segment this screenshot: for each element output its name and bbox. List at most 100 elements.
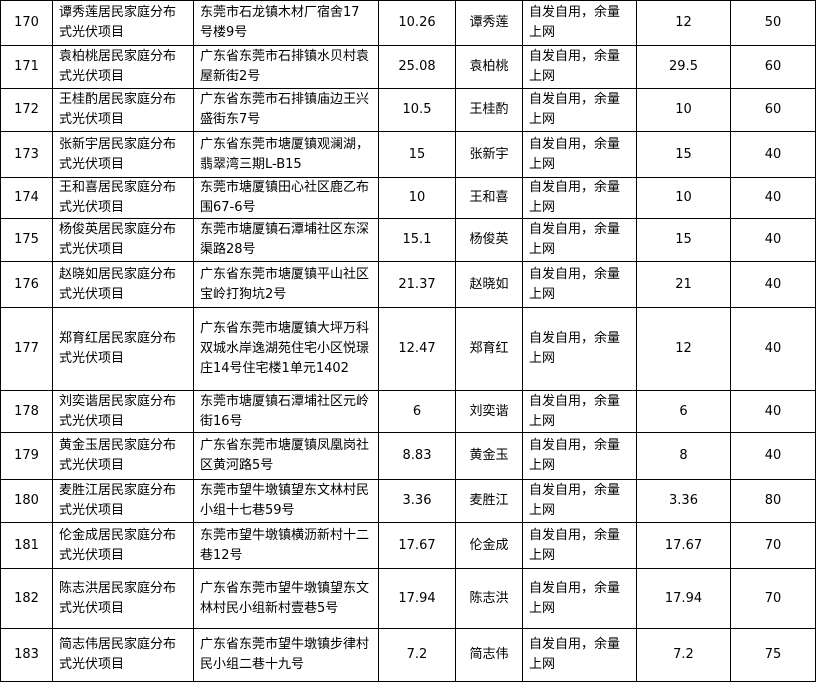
grid-mode: 自发自用，余量上网 [522,568,637,629]
owner: 黄金玉 [455,432,523,480]
table-row: 173 张新宇居民家庭分布式光伏项目 广东省东莞市塘厦镇观澜湖，翡翠湾三期L-B15… [0,131,816,178]
value-2: 40 [730,177,816,219]
table-row: 182 陈志洪居民家庭分布式光伏项目 广东省东莞市望牛墩镇望东文林村民小组新村壹巷5… [0,568,816,629]
table-row: 179 黄金玉居民家庭分布式光伏项目 广东省东莞市塘厦镇凤凰岗社区黄河路5号 8.83… [0,432,816,480]
row-number: 172 [0,88,53,132]
row-number: 182 [0,568,53,629]
value-2: 60 [730,88,816,132]
value: 12 [636,307,731,391]
project-name: 简志伟居民家庭分布式光伏项目 [52,628,194,682]
table-row: 177 郑育红居民家庭分布式光伏项目 广东省东莞市塘厦镇大坪万科双城水岸逸湖苑住宅小… [0,307,816,391]
grid-mode: 自发自用，余量上网 [522,432,637,480]
row-number: 174 [0,177,53,219]
grid-mode: 自发自用，余量上网 [522,218,637,262]
grid-mode: 自发自用，余量上网 [522,177,637,219]
owner: 伦金成 [455,522,523,569]
owner: 张新宇 [455,131,523,178]
table-row: 181 伦金成居民家庭分布式光伏项目 东莞市望牛墩镇横沥新村十二巷12号 17.67 伦… [0,522,816,569]
address: 东莞市塘厦镇石潭埔社区东深渠路28号 [193,218,379,262]
table-row: 171 袁柏桃居民家庭分布式光伏项目 广东省东莞市石排镇水贝村袁屋新街2号 25.08… [0,45,816,89]
owner: 袁柏桃 [455,45,523,89]
project-name: 赵晓如居民家庭分布式光伏项目 [52,261,194,308]
value: 15 [636,218,731,262]
owner: 郑育红 [455,307,523,391]
project-name: 郑育红居民家庭分布式光伏项目 [52,307,194,391]
table-row: 172 王桂酌居民家庭分布式光伏项目 广东省东莞市石排镇庙边王兴盛街东7号 10.5 王… [0,88,816,132]
grid-mode: 自发自用，余量上网 [522,307,637,391]
owner: 杨俊英 [455,218,523,262]
project-name: 王桂酌居民家庭分布式光伏项目 [52,88,194,132]
address: 广东省东莞市塘厦镇平山社区宝岭打狗坑2号 [193,261,379,308]
row-number: 180 [0,479,53,523]
value: 17.94 [636,568,731,629]
value-2: 40 [730,432,816,480]
grid-mode: 自发自用，余量上网 [522,88,637,132]
project-name: 杨俊英居民家庭分布式光伏项目 [52,218,194,262]
table-row: 178 刘奕谐居民家庭分布式光伏项目 东莞市塘厦镇石潭埔社区元岭街16号 6 刘奕谐 自发… [0,390,816,433]
capacity: 6 [378,390,456,433]
capacity: 7.2 [378,628,456,682]
address: 广东省东莞市望牛墩镇望东文林村民小组新村壹巷5号 [193,568,379,629]
table-row: 170 谭秀莲居民家庭分布式光伏项目 东莞市石龙镇木材厂宿舍17号楼9号 10.26 谭… [0,0,816,46]
value-2: 40 [730,218,816,262]
value: 10 [636,88,731,132]
row-number: 173 [0,131,53,178]
grid-mode: 自发自用，余量上网 [522,390,637,433]
row-number: 175 [0,218,53,262]
value: 6 [636,390,731,433]
project-name: 伦金成居民家庭分布式光伏项目 [52,522,194,569]
value: 7.2 [636,628,731,682]
project-name: 陈志洪居民家庭分布式光伏项目 [52,568,194,629]
row-number: 171 [0,45,53,89]
owner: 刘奕谐 [455,390,523,433]
project-name: 黄金玉居民家庭分布式光伏项目 [52,432,194,480]
value: 29.5 [636,45,731,89]
capacity: 10.5 [378,88,456,132]
address: 东莞市望牛墩镇望东文林村民小组十七巷59号 [193,479,379,523]
table-row: 174 王和喜居民家庭分布式光伏项目 东莞市塘厦镇田心社区鹿乙布围67-6号 10 王和… [0,177,816,219]
value: 10 [636,177,731,219]
project-name: 张新宇居民家庭分布式光伏项目 [52,131,194,178]
value: 3.36 [636,479,731,523]
grid-mode: 自发自用，余量上网 [522,522,637,569]
row-number: 181 [0,522,53,569]
owner: 王桂酌 [455,88,523,132]
value-2: 40 [730,390,816,433]
value-2: 50 [730,0,816,46]
capacity: 15 [378,131,456,178]
capacity: 15.1 [378,218,456,262]
grid-mode: 自发自用，余量上网 [522,261,637,308]
value-2: 80 [730,479,816,523]
capacity: 3.36 [378,479,456,523]
value-2: 60 [730,45,816,89]
value-2: 40 [730,307,816,391]
capacity: 21.37 [378,261,456,308]
project-name: 谭秀莲居民家庭分布式光伏项目 [52,0,194,46]
row-number: 177 [0,307,53,391]
capacity: 17.94 [378,568,456,629]
capacity: 8.83 [378,432,456,480]
address: 广东省东莞市望牛墩镇步律村民小组二巷十九号 [193,628,379,682]
grid-mode: 自发自用，余量上网 [522,45,637,89]
project-name: 麦胜江居民家庭分布式光伏项目 [52,479,194,523]
owner: 王和喜 [455,177,523,219]
grid-mode: 自发自用，余量上网 [522,628,637,682]
address: 东莞市塘厦镇石潭埔社区元岭街16号 [193,390,379,433]
owner: 简志伟 [455,628,523,682]
owner: 陈志洪 [455,568,523,629]
owner: 谭秀莲 [455,0,523,46]
capacity: 12.47 [378,307,456,391]
row-number: 176 [0,261,53,308]
project-name: 王和喜居民家庭分布式光伏项目 [52,177,194,219]
grid-mode: 自发自用，余量上网 [522,479,637,523]
value: 21 [636,261,731,308]
value-2: 70 [730,522,816,569]
owner: 赵晓如 [455,261,523,308]
address: 东莞市望牛墩镇横沥新村十二巷12号 [193,522,379,569]
row-number: 170 [0,0,53,46]
value-2: 40 [730,261,816,308]
address: 广东省东莞市塘厦镇观澜湖，翡翠湾三期L-B15 [193,131,379,178]
